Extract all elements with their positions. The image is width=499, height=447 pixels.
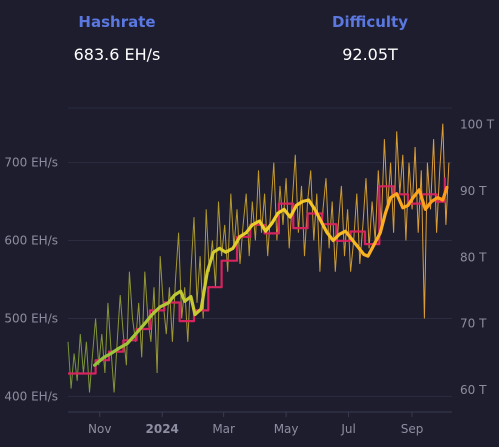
- y-right-tick-label: 100 T: [460, 118, 495, 132]
- difficulty-label: Difficulty: [332, 13, 408, 31]
- difficulty-value: 92.05T: [342, 45, 398, 64]
- x-tick-label: 2024: [146, 422, 179, 436]
- x-tick-label: Nov: [88, 422, 111, 436]
- series-layer: [67, 123, 450, 393]
- daily-hashrate-line: [67, 123, 450, 393]
- x-tick-label: Jul: [340, 422, 355, 436]
- x-tick-label: Mar: [212, 422, 235, 436]
- average-hashrate-line: [92, 185, 449, 367]
- y-right-tick-label: 80 T: [460, 250, 487, 264]
- x-tick-label: Sep: [401, 422, 424, 436]
- x-tick-label: May: [274, 422, 299, 436]
- y-right-tick-label: 90 T: [460, 184, 487, 198]
- y-left-tick-label: 700 EH/s: [4, 156, 58, 170]
- grid-lines: [68, 107, 452, 417]
- y-left-tick-label: 500 EH/s: [4, 311, 58, 325]
- y-left-tick-label: 400 EH/s: [4, 389, 58, 403]
- difficulty-stat: Difficulty 92.05T: [305, 13, 435, 64]
- hashrate-value: 683.6 EH/s: [73, 45, 161, 64]
- axis-labels: 400 EH/s 500 EH/s 600 EH/s 700 EH/s 60 T 70 T…: [4, 118, 494, 436]
- y-right-tick-label: 70 T: [460, 317, 487, 331]
- hashrate-label: Hashrate: [78, 13, 156, 31]
- difficulty-step-line: [68, 177, 446, 375]
- y-right-tick-label: 60 T: [460, 383, 487, 397]
- y-left-tick-label: 600 EH/s: [4, 234, 58, 248]
- hashrate-stat: Hashrate 683.6 EH/s: [52, 13, 182, 64]
